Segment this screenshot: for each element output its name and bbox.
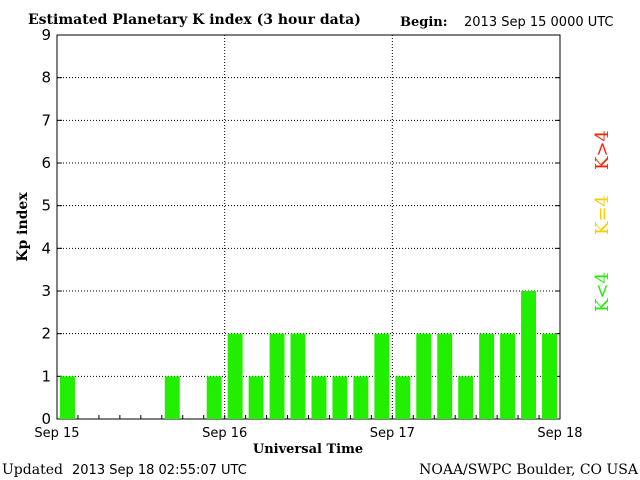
bars [60, 291, 557, 419]
x-tick-labels: Sep 15 Sep 16 Sep 17 Sep 18 [34, 426, 582, 441]
x-tick-label: Sep 16 [202, 426, 247, 441]
kp-bar [395, 376, 411, 419]
legend-k-less-4: K<4 [592, 272, 613, 312]
kp-bar [521, 291, 537, 419]
kp-bar [479, 333, 495, 419]
gridlines [56, 34, 561, 420]
kp-bar [458, 376, 474, 419]
y-tick-label: 6 [41, 154, 51, 172]
begin-value: 2013 Sep 15 0000 UTC [464, 15, 614, 30]
kp-bar [542, 333, 557, 419]
begin-label: Begin: [400, 15, 448, 30]
kp-bar [332, 376, 348, 419]
y-tick-label: 9 [41, 26, 51, 44]
updated-label: Updated [2, 462, 63, 478]
y-tick-label: 0 [41, 410, 51, 428]
y-tick-label: 8 [41, 69, 51, 87]
kp-bar [227, 333, 243, 419]
y-tick-label: 4 [41, 239, 51, 257]
y-tick-label: 2 [41, 325, 51, 343]
source-credit: NOAA/SWPC Boulder, CO USA [419, 462, 639, 478]
chart-title: Estimated Planetary K index (3 hour data… [28, 12, 361, 28]
legend-k-equal-4: K=4 [592, 195, 613, 235]
updated-value: 2013 Sep 18 02:55:07 UTC [72, 463, 247, 478]
kp-bar [353, 376, 369, 419]
kp-bar [269, 333, 285, 419]
y-axis-label: Kp index [15, 192, 31, 262]
kp-bar [416, 333, 432, 419]
kp-bar [374, 333, 390, 419]
kp-bar [290, 333, 306, 419]
x-axis-label: Universal Time [253, 442, 363, 457]
kp-bar [164, 376, 180, 419]
x-tick-label: Sep 17 [370, 426, 415, 441]
kp-bar [437, 333, 453, 419]
kp-bar [206, 376, 222, 419]
kp-bar [248, 376, 264, 419]
legend-k-greater-4: K>4 [592, 130, 613, 170]
y-tick-label: 3 [41, 282, 51, 300]
kp-bar [500, 333, 516, 419]
y-tick-label: 1 [41, 367, 51, 385]
kp-bar [60, 376, 75, 419]
x-tick-label: Sep 18 [537, 426, 582, 441]
x-tick-label: Sep 15 [34, 426, 79, 441]
y-tick-label: 7 [41, 111, 51, 129]
y-tick-label: 5 [41, 197, 51, 215]
y-tick-labels: 0 1 2 3 4 5 6 7 8 9 [41, 26, 51, 428]
kp-bar [311, 376, 327, 419]
